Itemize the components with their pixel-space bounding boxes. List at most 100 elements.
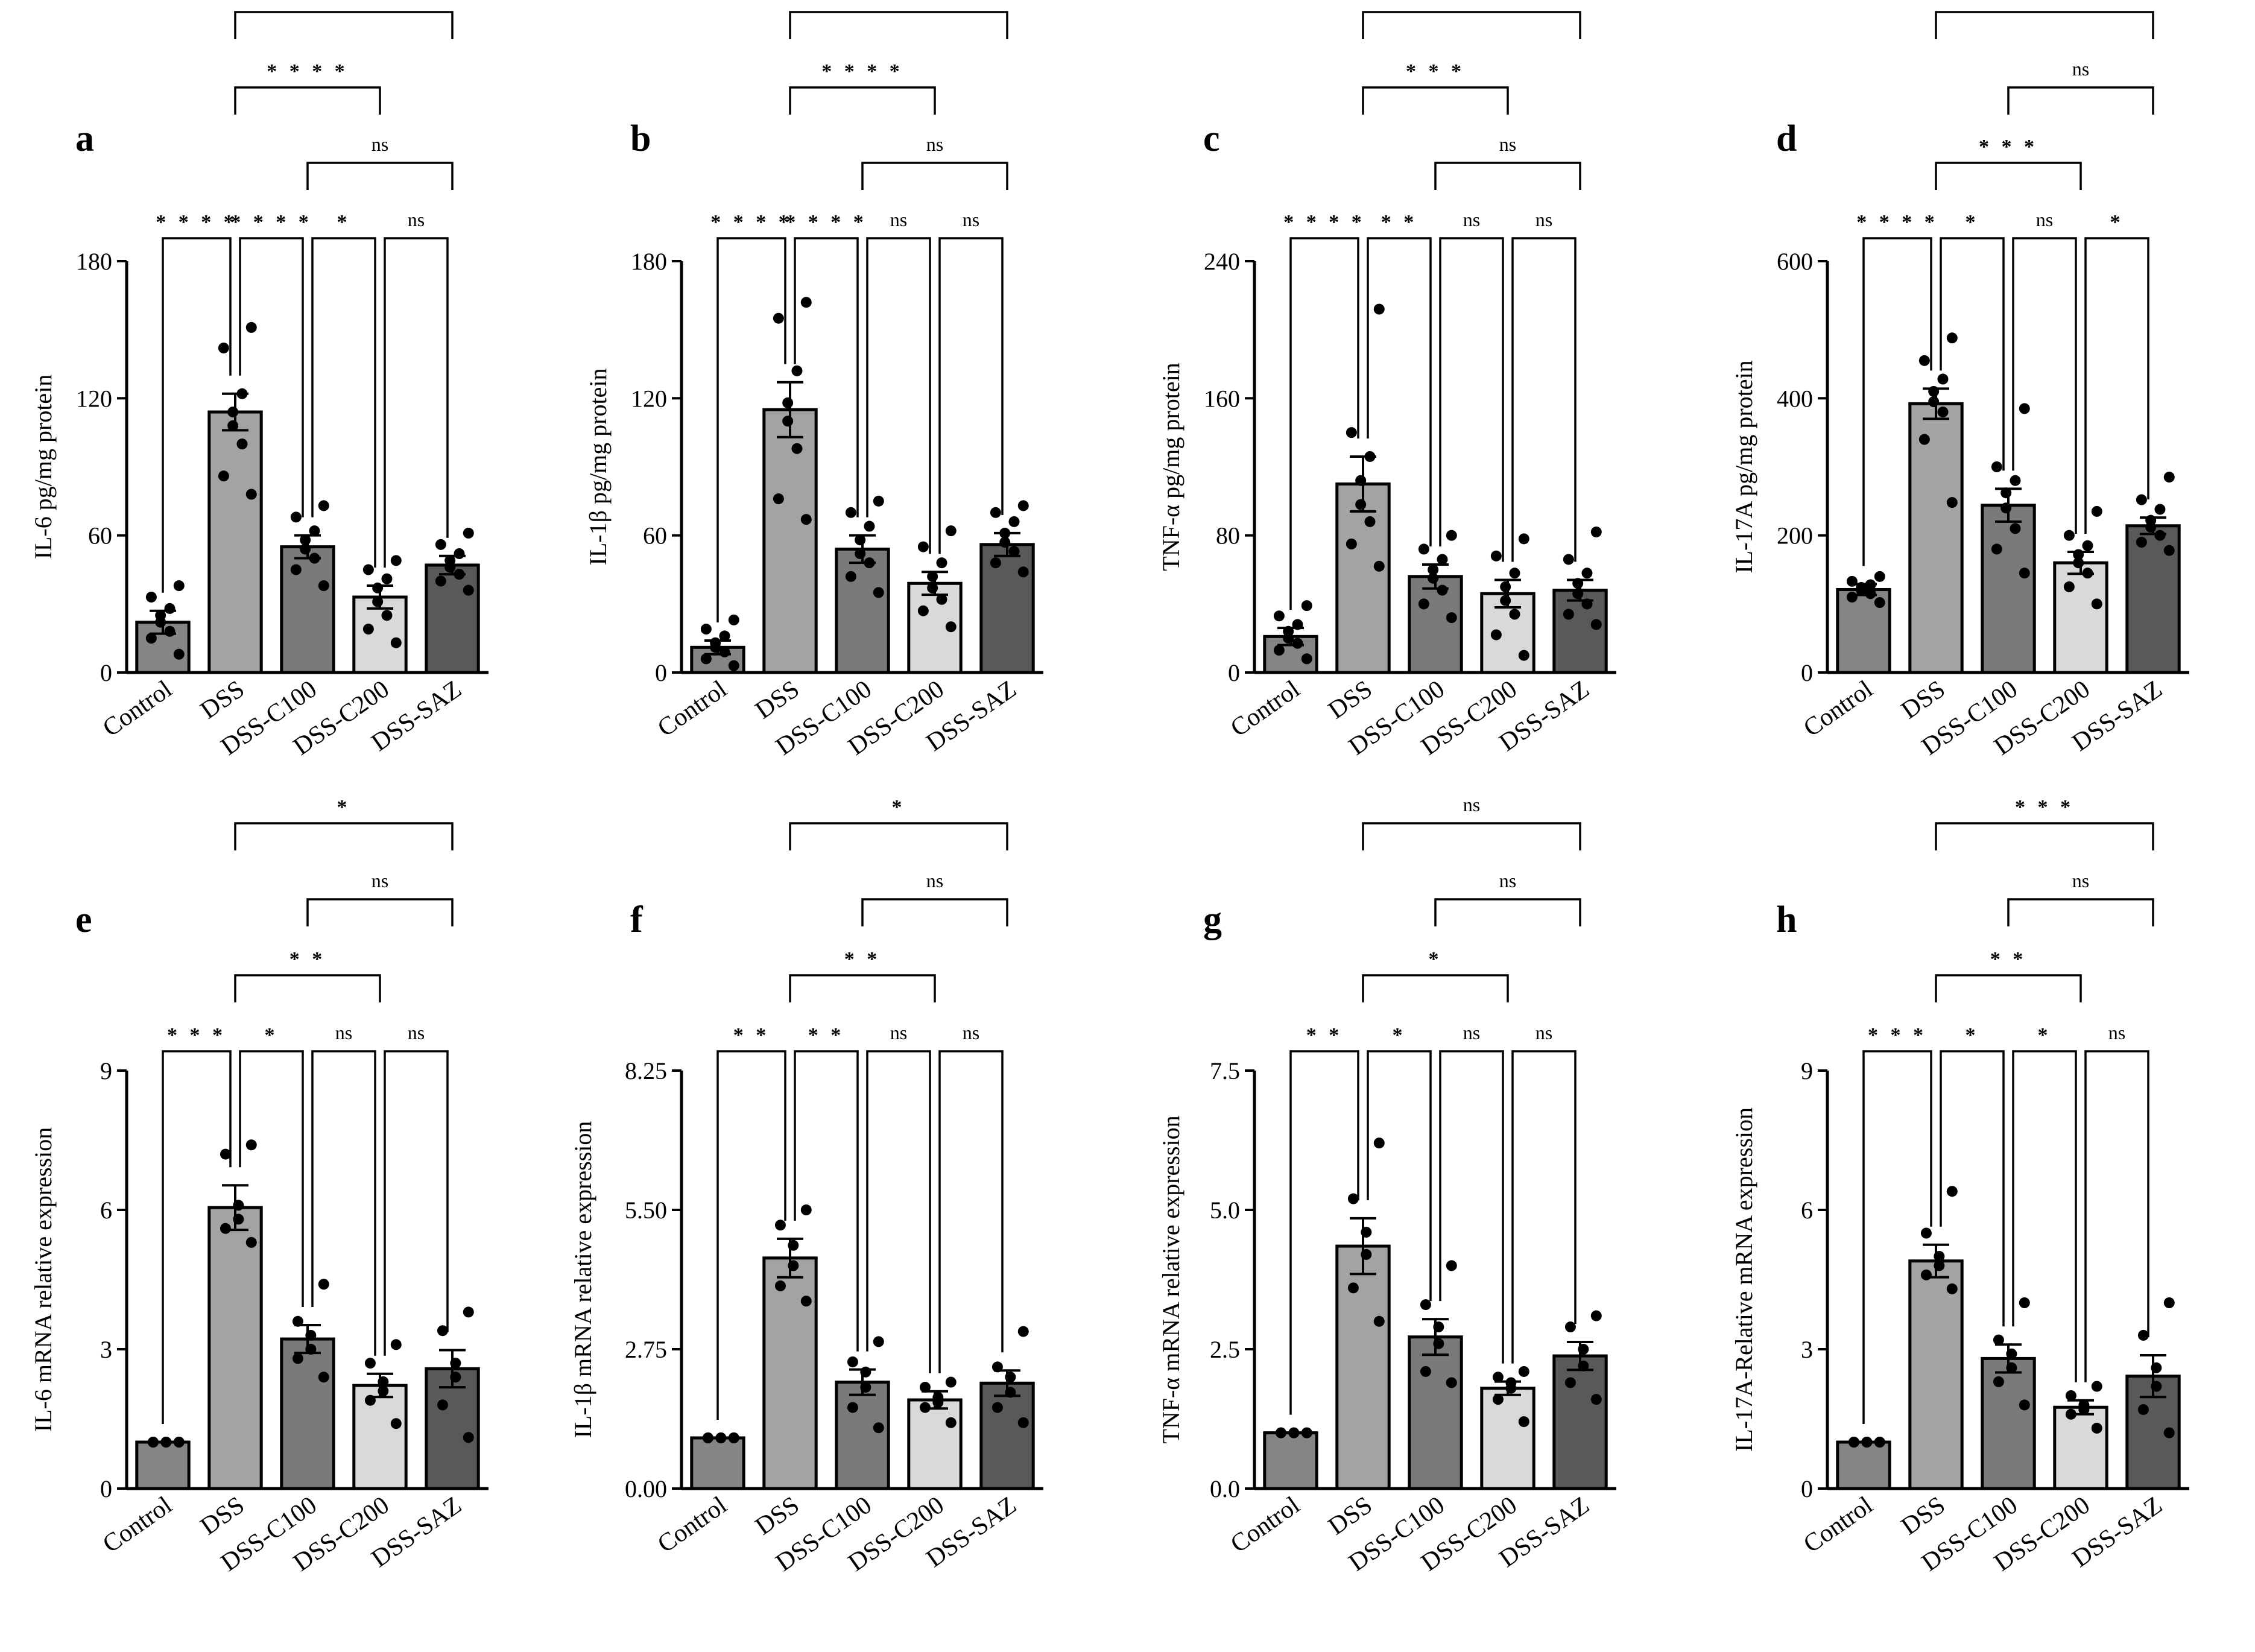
data-point bbox=[1946, 1186, 1958, 1197]
y-tick-label: 6 bbox=[1801, 1197, 1813, 1224]
data-point bbox=[936, 557, 947, 569]
data-point bbox=[1437, 554, 1448, 565]
data-point bbox=[1946, 332, 1958, 344]
data-point bbox=[292, 1353, 303, 1364]
data-point bbox=[855, 548, 866, 559]
y-tick-label: 8.25 bbox=[625, 1057, 667, 1084]
data-point bbox=[463, 584, 474, 596]
data-point bbox=[847, 1402, 858, 1413]
significance-bracket bbox=[1367, 237, 1432, 546]
y-tick-label: 9 bbox=[1801, 1057, 1813, 1084]
data-point bbox=[1301, 653, 1312, 665]
data-point bbox=[2091, 598, 2102, 610]
data-point bbox=[999, 527, 1011, 539]
y-tick-label: 2.5 bbox=[1210, 1336, 1240, 1363]
significance-bracket bbox=[2084, 1050, 2149, 1382]
significance-label: * * bbox=[1306, 1024, 1343, 1046]
significance-bracket bbox=[1289, 237, 1359, 610]
data-point bbox=[2000, 502, 2012, 514]
bar-dss-c200 bbox=[352, 1384, 408, 1490]
significance-label: * * * bbox=[1979, 136, 2038, 158]
data-point bbox=[728, 1432, 739, 1443]
significance-label: ns bbox=[372, 133, 388, 155]
y-tick-label: 7.5 bbox=[1210, 1057, 1240, 1084]
significance-bracket bbox=[306, 898, 454, 926]
panel-f: f 0.00 2.75 5.50 8.25 IL-1β mRNA relative exp… bbox=[569, 796, 1043, 1577]
y-tick-label: 180 bbox=[76, 248, 112, 275]
data-point bbox=[1991, 461, 2002, 472]
data-point bbox=[1355, 475, 1367, 486]
data-point bbox=[1505, 1377, 1517, 1388]
data-point bbox=[147, 1437, 159, 1448]
significance-bracket bbox=[1935, 822, 2154, 850]
significance-bracket bbox=[1434, 162, 1581, 190]
bar-control bbox=[1263, 1431, 1318, 1490]
data-point bbox=[2163, 1427, 2175, 1438]
data-point bbox=[873, 1336, 884, 1347]
y-tick-label: 2.75 bbox=[625, 1336, 667, 1363]
data-point bbox=[2063, 581, 2075, 592]
y-tick-label: 9 bbox=[100, 1057, 112, 1084]
category-label: DSS bbox=[1323, 1492, 1377, 1541]
significance-label: ns bbox=[1535, 209, 1552, 230]
data-point bbox=[1572, 578, 1584, 589]
significance-label: * * * bbox=[1442, 0, 1501, 7]
data-point bbox=[290, 564, 302, 575]
data-point bbox=[1934, 1260, 1945, 1271]
significance-bracket bbox=[162, 1050, 232, 1424]
data-point bbox=[381, 610, 393, 621]
data-point bbox=[800, 514, 812, 525]
significance-label: * * * * bbox=[785, 211, 867, 233]
y-tick-label: 120 bbox=[76, 385, 112, 412]
significance-bracket bbox=[789, 822, 1008, 850]
data-point bbox=[1590, 619, 1602, 630]
significance-bracket bbox=[1434, 898, 1581, 926]
significance-bracket bbox=[1439, 1050, 1504, 1364]
y-tick-label: 400 bbox=[1777, 385, 1813, 412]
significance-label: * * * * bbox=[1283, 211, 1365, 233]
y-tick-label: 600 bbox=[1777, 248, 1813, 275]
data-point bbox=[1433, 1321, 1444, 1333]
data-point bbox=[1292, 638, 1303, 649]
significance-label: ns bbox=[372, 870, 388, 891]
significance-label: ns bbox=[1463, 209, 1480, 230]
data-point bbox=[774, 1220, 786, 1231]
y-tick-label: 5.0 bbox=[1210, 1197, 1240, 1224]
data-point bbox=[1420, 1366, 1431, 1377]
data-point bbox=[1581, 598, 1593, 610]
data-point bbox=[1846, 575, 1858, 587]
significance-bracket bbox=[1940, 1050, 2005, 1327]
data-point bbox=[1874, 571, 1885, 582]
data-point bbox=[454, 548, 465, 559]
data-point bbox=[290, 511, 302, 523]
bar-dss bbox=[762, 1256, 818, 1490]
data-point bbox=[700, 624, 712, 635]
data-point bbox=[1301, 600, 1312, 612]
data-point bbox=[305, 1329, 317, 1341]
data-point bbox=[227, 420, 239, 431]
data-point bbox=[864, 521, 875, 532]
significance-label: * * * bbox=[167, 1024, 226, 1046]
data-point bbox=[164, 603, 176, 614]
significance-label: * bbox=[337, 796, 351, 818]
data-point bbox=[1346, 538, 1357, 549]
panel-letter-g: g bbox=[1203, 899, 1222, 940]
significance-bracket bbox=[311, 237, 376, 568]
data-point bbox=[390, 555, 402, 566]
data-point bbox=[318, 1279, 329, 1290]
significance-bracket bbox=[1935, 11, 2154, 39]
significance-bracket bbox=[1362, 86, 1509, 115]
panel-letter-h: h bbox=[1776, 899, 1797, 940]
significance-bracket bbox=[2007, 898, 2154, 926]
data-point bbox=[1946, 497, 1958, 508]
significance-label: ns bbox=[408, 1022, 425, 1043]
significance-bracket bbox=[306, 162, 454, 190]
significance-bracket bbox=[716, 1050, 786, 1420]
data-point bbox=[2137, 1404, 2149, 1416]
data-point bbox=[715, 1432, 727, 1443]
bar-dss-c200 bbox=[2053, 561, 2108, 674]
data-point bbox=[1364, 451, 1376, 462]
data-point bbox=[945, 1376, 957, 1388]
data-point bbox=[364, 1358, 376, 1369]
